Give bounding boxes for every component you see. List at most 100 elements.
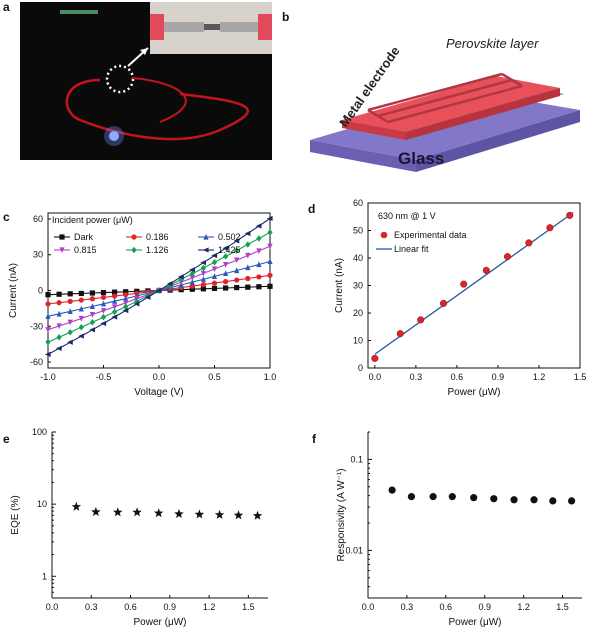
c-point-s5 [55,345,62,351]
f-data-point [470,494,478,502]
e-data-point [174,509,184,518]
c-point-s5 [178,274,184,280]
d-data-point [460,280,468,288]
device-photo [20,2,272,160]
d-xlabel: Power (μW) [448,387,501,398]
c-point-s1 [112,293,118,299]
d-legend-label-fit: Linear fit [394,244,429,254]
e-data-point [214,509,225,519]
c-point-s3 [223,261,229,268]
f-data-point [530,496,538,504]
c-legend-marker-4 [131,246,137,254]
c-xtick-label: -1.0 [40,372,56,382]
c-point-s4 [211,259,218,266]
c-point-s0 [211,285,218,292]
c-legend-label-3: 0.815 [74,245,97,255]
c-point-s1 [45,301,51,307]
c-point-s2 [56,310,62,317]
inset-device [204,24,220,30]
c-ytick-label: 60 [33,214,43,224]
e-xtick-label: 0.9 [164,602,177,612]
c-point-s3 [256,248,262,255]
inset-probe-left [164,22,204,32]
c-point-s1 [56,300,62,306]
f-ytick-label: 0.1 [350,454,363,464]
e-data-point [91,506,101,516]
panel-d-letter: d [308,202,316,216]
c-point-s2 [256,261,262,268]
c-point-s3 [189,275,195,281]
c-point-s1 [223,279,229,285]
perovskite-layer-front [406,88,560,140]
d-data-point [396,330,404,338]
c-point-s0 [78,290,84,297]
panel-a-letter: a [3,0,10,14]
c-point-s0 [100,289,107,296]
photo-led [109,131,119,141]
device-schematic: Perovskite layer Metal electrode Glass [310,36,580,172]
d-legend-marker [380,231,388,239]
f-xtick-label: 0.6 [440,602,453,612]
c-point-s2 [245,264,251,271]
c-ytick-label: 0 [38,286,43,296]
d-xtick-label: 1.2 [533,372,546,382]
e-xtick-label: 1.2 [203,602,216,612]
c-point-s2 [112,298,118,304]
panel-c-letter: c [3,210,10,224]
c-point-s4 [256,235,262,242]
c-point-s3 [89,312,95,318]
e-data-point [194,509,205,519]
c-point-s1 [78,297,84,303]
f-xlabel: Power (μW) [449,617,502,628]
c-xtick-label: -0.5 [96,372,112,382]
d-data-point [566,211,574,219]
f-data-point [388,486,396,494]
c-point-s5 [266,215,273,222]
d-xtick-label: 1.5 [574,372,587,382]
c-legend-label-4: 1.126 [146,245,169,255]
c-point-s5 [166,281,173,287]
panel-f-letter: f [312,432,316,446]
d-legend-label-data: Experimental data [394,230,467,240]
c-point-s1 [189,283,195,289]
c-point-s2 [267,258,273,265]
c-point-s5 [133,301,140,307]
c-point-s2 [223,270,229,277]
c-point-s3 [123,300,129,306]
f-data-point [490,495,498,503]
c-point-s4 [56,333,62,341]
e-xlabel: Power (μW) [134,617,187,628]
c-point-s0 [123,289,129,295]
c-point-s4 [100,313,107,321]
f-xtick-label: 1.5 [556,602,569,612]
c-point-s4 [234,247,240,254]
c-xtick-label: 1.0 [264,372,277,382]
photo-led-glow [104,126,124,146]
c-point-s0 [89,290,95,296]
c-legend-label-2: 0.502 [218,232,241,242]
c-point-s5 [89,327,95,333]
c-point-s5 [44,351,51,357]
c-point-s5 [244,230,251,237]
c-point-s2 [78,305,84,312]
d-ylabel: Current (nA) [334,258,345,313]
f-xtick-label: 0.9 [478,602,491,612]
f-data-point [407,493,416,501]
c-point-s1 [256,274,262,280]
d-xtick-label: 0.9 [492,372,505,382]
glass-front-right [416,110,580,172]
d-data-point [482,266,490,274]
d-ytick-label: 10 [353,336,363,346]
c-point-s2 [200,276,206,282]
interdigitated-fingers [367,72,523,124]
e-xtick-label: 0.3 [85,602,98,612]
c-point-s0 [223,285,229,291]
c-point-s1 [89,296,95,302]
photo-red-wire-2 [131,77,187,123]
inset-clip-right [258,14,272,40]
c-point-s3 [245,252,251,259]
photo-red-wire [65,78,250,141]
f-data-point [568,497,576,505]
d-ytick-label: 20 [353,308,363,318]
c-point-s3 [112,304,118,310]
